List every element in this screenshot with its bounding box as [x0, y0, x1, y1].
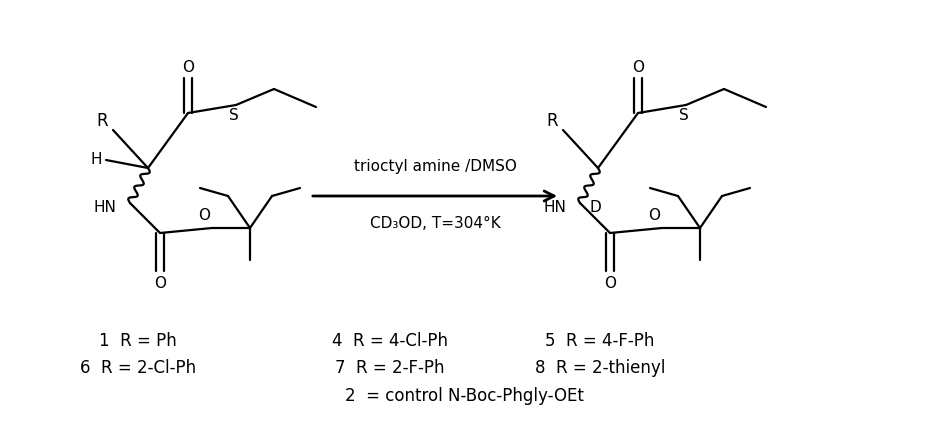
Text: 4  R = 4-Cl-Ph: 4 R = 4-Cl-Ph — [332, 332, 448, 350]
Text: D: D — [589, 201, 600, 215]
Text: O: O — [647, 208, 659, 222]
Text: HN: HN — [543, 201, 565, 215]
Text: H: H — [90, 151, 102, 167]
Text: 7  R = 2-F-Ph: 7 R = 2-F-Ph — [335, 359, 444, 377]
Text: S: S — [679, 109, 688, 123]
Text: 5  R = 4-F-Ph: 5 R = 4-F-Ph — [545, 332, 654, 350]
Text: R: R — [96, 112, 108, 130]
Text: 2  = control N-Boc-Phgly-OEt: 2 = control N-Boc-Phgly-OEt — [344, 387, 583, 405]
Text: 1  R = Ph: 1 R = Ph — [99, 332, 177, 350]
Text: HN: HN — [94, 201, 116, 215]
Text: O: O — [182, 59, 194, 75]
Text: CD₃OD, T=304°K: CD₃OD, T=304°K — [369, 215, 500, 231]
Text: 6  R = 2-Cl-Ph: 6 R = 2-Cl-Ph — [80, 359, 196, 377]
Text: R: R — [546, 112, 557, 130]
Text: S: S — [229, 109, 238, 123]
Text: 8  R = 2-thienyl: 8 R = 2-thienyl — [534, 359, 665, 377]
Text: O: O — [631, 59, 643, 75]
Text: trioctyl amine /DMSO: trioctyl amine /DMSO — [353, 159, 516, 174]
Text: O: O — [197, 208, 210, 222]
Text: O: O — [603, 276, 616, 290]
Text: O: O — [154, 276, 166, 290]
